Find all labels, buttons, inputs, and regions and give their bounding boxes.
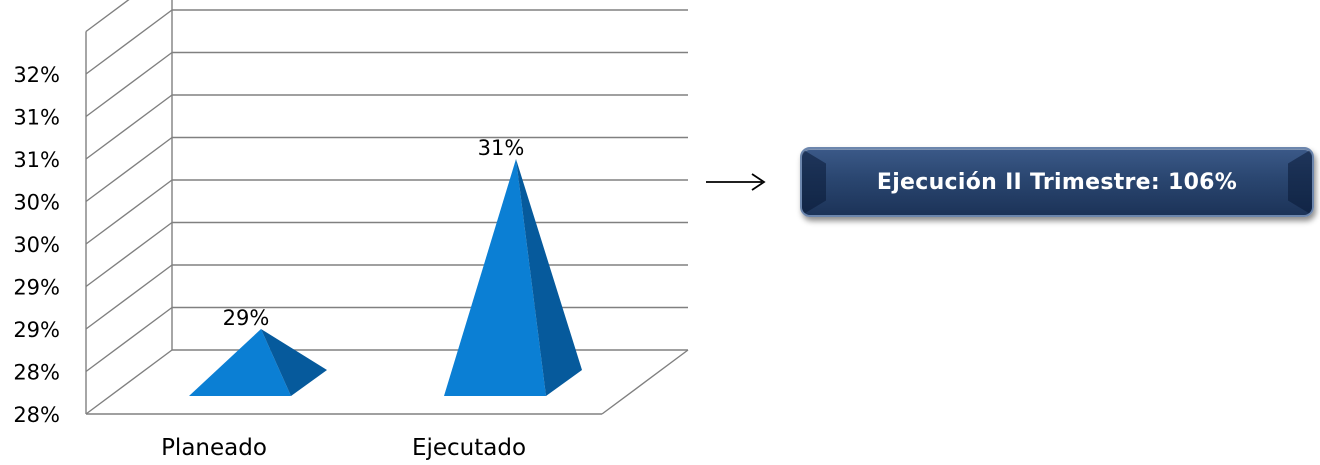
y-tick-label: 30%: [13, 191, 60, 215]
pyramid-side-face: [261, 329, 327, 396]
category-label: Ejecutado: [412, 435, 526, 461]
pyramid-front-face: [189, 329, 291, 396]
pyramid-bar-planeado: [189, 329, 327, 396]
grid-line-diagonal: [85, 221, 173, 288]
gridlines: [85, 0, 689, 415]
pyramid-bar-ejecutado: [444, 159, 582, 396]
grid-line-diagonal: [85, 51, 173, 118]
grid-line-diagonal: [85, 349, 173, 415]
pyramid-front-face: [444, 159, 546, 396]
grid-line-diagonal: [85, 306, 173, 373]
pyramid-bars: [189, 159, 582, 396]
pyramid-side-face: [516, 159, 582, 396]
x-axis-categories: Planeado Ejecutado: [161, 435, 526, 461]
data-labels: 29% 31%: [223, 136, 525, 330]
y-tick-label: 29%: [13, 276, 60, 300]
data-label: 31%: [478, 136, 525, 160]
grid-line-diagonal: [85, 9, 173, 75]
execution-summary-text: Ejecución II Trimestre: 106%: [876, 169, 1238, 195]
y-tick-label: 31%: [13, 106, 60, 130]
y-tick-label: 31%: [13, 148, 60, 172]
arrow-icon: [751, 173, 766, 191]
y-tick-label: 30%: [13, 233, 60, 257]
grid-line-diagonal: [85, 136, 173, 203]
y-tick-label: 32%: [13, 63, 60, 87]
execution-summary-box: Ejecución II Trimestre: 106%: [800, 147, 1314, 217]
grid-line-diagonal: [85, 264, 173, 330]
grid-line-diagonal: [85, 0, 130, 33]
grid-line-diagonal: [85, 179, 173, 245]
y-axis-ticks: 28% 28% 29% 29% 30% 30% 31% 31% 32%: [13, 63, 60, 427]
grid-line-diagonal: [85, 94, 173, 160]
y-tick-label: 28%: [13, 403, 60, 427]
data-label: 29%: [223, 306, 270, 330]
y-tick-label: 29%: [13, 318, 60, 342]
arrow-annotation: [706, 173, 766, 191]
category-label: Planeado: [161, 435, 267, 461]
y-tick-label: 28%: [13, 361, 60, 385]
floor-right-edge: [601, 349, 689, 415]
